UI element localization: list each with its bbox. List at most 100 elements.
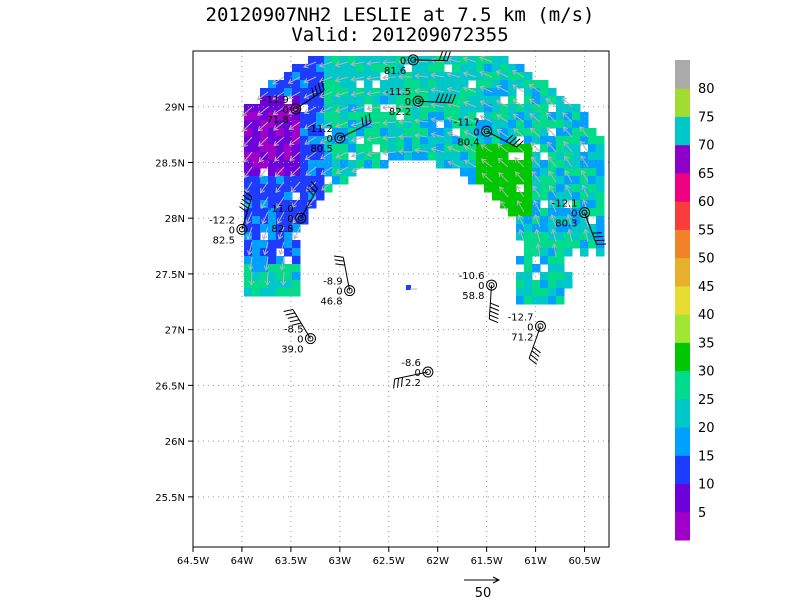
station-circle-inner [297,215,304,222]
wind-speed-cell [540,168,549,177]
wind-vector [367,151,381,156]
wind-speed-cell [412,144,421,153]
wind-speed-cell [540,144,549,153]
wind-speed-cell [524,184,533,193]
wind-speed-cell [468,168,477,177]
wind-speed-cell [252,264,261,273]
wind-vector-head [446,131,453,137]
wind-speed-cell [284,232,293,241]
wind-speed-cell [404,80,413,89]
wind-speed-cell [436,64,445,73]
wind-speed-cell [508,200,517,209]
wind-speed-cell [516,128,525,137]
station-mid-value: 0 [336,287,342,298]
wind-speed-cell [492,104,501,113]
wind-speed-cell [268,88,277,97]
wind-vector [447,88,461,93]
wind-vector [447,102,461,108]
wind-barb-feather [243,190,253,198]
y-tick-label: 26.5N [155,381,185,392]
wind-speed-cell [292,112,301,121]
station-speed: 82.5 [213,235,235,246]
wind-speed-cell [492,176,501,185]
wind-speed-cell [532,104,541,113]
wind-speed-cell [292,168,301,177]
wind-speed-cell [444,96,453,105]
wind-speed-cell [468,64,477,73]
wind-speed-cell [284,152,293,161]
wind-speed-cell [516,168,525,177]
wind-vector [415,119,429,123]
wind-vector-head [548,184,555,191]
wind-speed-cell [492,160,501,169]
wind-speed-cell [500,144,509,153]
wind-vector-head [335,168,342,174]
wind-speed-cell [540,120,549,129]
wind-speed-cell [276,240,285,249]
wind-vector [382,61,397,64]
wind-barb-feather [443,93,449,103]
wind-vector-head [462,86,469,92]
wind-vector [243,151,253,163]
colorbar-segment [675,314,690,343]
wind-speed-cell [260,224,269,233]
wind-speed-cell [460,72,469,81]
wind-vector-head [288,109,294,115]
wind-speed-cell [532,184,541,193]
wind-speed-cell [492,136,501,145]
wind-vector-head [535,243,542,249]
wind-speed-cell [564,224,573,233]
wind-speed-cell [580,208,589,217]
wind-speed-cell [476,96,485,105]
wind-barb-feather [393,378,396,389]
wind-speed-cell [516,224,525,233]
wind-barb-feather [442,51,447,61]
wind-speed-cell [428,152,437,161]
wind-barb-feather [516,140,524,148]
wind-speed-cell [540,224,549,233]
wind-speed-cell [500,112,509,121]
wind-vector-head [446,86,453,93]
wind-speed-cell [412,80,421,89]
wind-speed-cell [348,88,357,97]
wind-speed-cell [356,120,365,129]
wind-speed-cell [516,272,525,281]
wind-speed-cell [268,128,277,137]
wind-speed-cell [268,96,277,105]
wind-speed-cell [380,80,389,89]
wind-speed-cell [540,208,549,217]
wind-vector-head [382,74,388,81]
wind-speed-cell [540,128,549,137]
wind-speed-cell [420,120,429,129]
wind-vector-head [264,280,271,286]
wind-vector [514,157,525,168]
wind-speed-cell [244,288,253,297]
wind-speed-cell [276,128,285,137]
station-circle-inner [483,128,490,135]
vector-scale-arrowhead [492,576,501,584]
wind-speed-cell [284,112,293,121]
wind-speed-cell [300,168,309,177]
wind-speed-cell [548,208,557,217]
wind-vector [537,244,541,258]
wind-speed-cell [340,160,349,169]
wind-vector [500,200,509,213]
wind-vector-head [464,159,470,165]
wind-speed-cell [356,112,365,121]
wind-speed-cell [372,72,381,81]
wind-vector [447,132,461,138]
wind-speed-cell [420,112,429,121]
wind-speed-cell [484,120,493,129]
station-circle-inner [238,226,245,233]
wind-speed-cell [532,208,541,217]
wind-vector [242,136,253,147]
wind-vector [257,106,269,116]
wind-vector-head [319,123,326,129]
wind-speed-cell [428,64,437,73]
wind-speed-cell [508,80,517,89]
wind-speed-cell [324,144,333,153]
wind-vector [282,271,285,286]
wind-speed-cell [372,56,381,65]
wind-vector-head [480,144,486,150]
wind-speed-cell [356,152,365,161]
